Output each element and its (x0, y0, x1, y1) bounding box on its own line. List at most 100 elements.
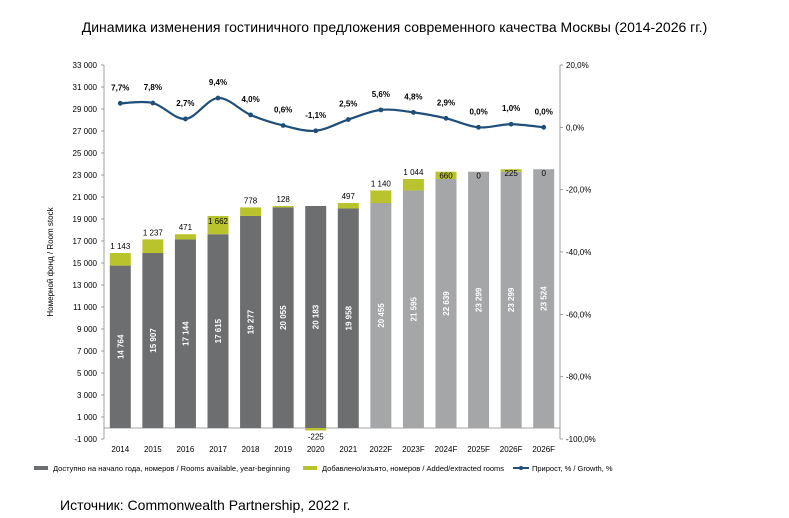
growth-value-label: 0,0% (535, 107, 553, 116)
legend-growth-marker (519, 466, 523, 470)
x-tick-label: 2025F (467, 445, 490, 454)
bar-value-label: 20 055 (279, 305, 288, 330)
added-value-label: 128 (276, 195, 290, 204)
growth-value-label: 0,0% (469, 107, 487, 116)
bar-rooms-available (370, 202, 392, 428)
y2-tick-label: -40,0% (566, 248, 591, 257)
legend-rooms-available-label: Доступно на начало года, номеров / Rooms… (53, 464, 290, 473)
bar-value-label: 15 907 (149, 328, 158, 353)
bar-rooms-available (402, 190, 424, 428)
growth-line-group: 7,7% 7,8% 2,7% 9,4% 4,0% 0,6% -1,1% 2,5% 5,6% 4,8… (111, 78, 553, 134)
x-tick-label: 2024F (435, 445, 458, 454)
growth-point (476, 124, 481, 130)
growth-value-label: 9,4% (209, 78, 227, 87)
y-tick-label: 23 000 (73, 171, 98, 180)
y2-tick-label: -60,0% (566, 310, 591, 319)
bar-rooms-available (305, 205, 327, 428)
y-tick-label: 31 000 (73, 83, 98, 92)
bar-rooms-available (500, 171, 522, 428)
growth-point (150, 100, 156, 106)
legend-group: Доступно на начало года, номеров / Rooms… (34, 464, 613, 473)
y2-tick-label: -20,0% (566, 186, 591, 195)
x-tick-label: 2021 (339, 445, 357, 454)
growth-value-label: 2,5% (339, 100, 357, 109)
y2-tick-label: 20,0% (566, 61, 589, 70)
legend-added-rooms-swatch (303, 466, 317, 470)
y-tick-label: 9 000 (77, 325, 98, 334)
x-tick-label: 2019 (274, 445, 292, 454)
bar-rooms-available (142, 253, 164, 428)
growth-point (183, 116, 188, 122)
bar-added-rooms (142, 239, 164, 254)
y-tick-label: 19 000 (73, 215, 98, 224)
x-tick-label: 2026F (532, 445, 555, 454)
bar-value-label: 17 144 (181, 321, 190, 346)
legend-rooms-available-swatch (34, 466, 48, 470)
bar-value-label: 23 299 (475, 287, 484, 312)
bar-value-label: 19 277 (247, 309, 256, 334)
bar-added-rooms (402, 178, 424, 191)
bar-value-label: 23 299 (507, 287, 516, 312)
x-tick-label: 2014 (111, 445, 129, 454)
bars-group: 14 764 1 143 15 907 1 237 17 144 471 17 615 1 6… (109, 168, 555, 441)
legend-added-rooms-label: Добавлено/изъято, номеров / Added/extrac… (322, 464, 504, 473)
y-axis-title: Номерной фонд / Room stock (46, 206, 55, 316)
growth-value-label: 0,6% (274, 105, 292, 114)
y-tick-label: 25 000 (73, 149, 98, 158)
y2-tick-label: -100,0% (566, 435, 596, 444)
added-value-label: 778 (244, 196, 258, 205)
growth-value-label: -1,1% (305, 111, 326, 120)
bar-added-rooms (435, 171, 457, 179)
growth-point (215, 95, 221, 101)
bar-value-label: 21 595 (409, 296, 418, 321)
bar-added-rooms (500, 169, 522, 172)
bar-rooms-available (207, 234, 229, 428)
y-tick-label: -1 000 (74, 435, 97, 444)
bar-rooms-available (435, 178, 457, 428)
bar-rooms-available (240, 215, 262, 428)
added-value-label: 1 237 (143, 228, 164, 237)
added-value-label: 0 (476, 172, 481, 181)
growth-point (541, 124, 547, 130)
y-tick-label: 29 000 (73, 105, 98, 114)
bar-value-label: 22 639 (442, 291, 451, 316)
bar-added-rooms (240, 207, 262, 216)
growth-point (508, 121, 514, 127)
growth-point (378, 107, 384, 113)
growth-point (248, 112, 253, 118)
added-value-label: 0 (541, 169, 546, 178)
growth-value-label: 4,8% (404, 92, 422, 101)
added-value-label: 497 (342, 192, 356, 201)
bar-extracted-rooms (305, 428, 327, 431)
growth-point (313, 128, 319, 134)
growth-value-label: 1,0% (502, 104, 520, 113)
growth-point (117, 100, 123, 106)
x-tick-label: 2026F (500, 445, 523, 454)
y-tick-label: 11 000 (73, 303, 97, 312)
added-value-label: 1 140 (371, 179, 392, 188)
growth-value-label: 4,0% (241, 95, 259, 104)
growth-value-label: 5,6% (372, 90, 390, 99)
bar-added-rooms (207, 215, 229, 235)
y-tick-label: 13 000 (73, 281, 98, 290)
added-value-label: 1 044 (403, 168, 424, 177)
bar-rooms-available (337, 208, 359, 428)
y2-tick-label: -80,0% (566, 373, 591, 382)
y-tick-label: 33 000 (73, 61, 98, 70)
legend-growth-label: Прирост, % / Growth, % (532, 464, 613, 473)
y-tick-label: 5 000 (77, 369, 98, 378)
added-value-label: 471 (179, 223, 193, 232)
x-tick-label: 2022F (370, 445, 393, 454)
x-tick-label: 2018 (242, 445, 260, 454)
growth-point (280, 123, 286, 128)
bar-added-rooms (337, 202, 359, 209)
added-value-label: 225 (504, 169, 518, 178)
bar-rooms-available (174, 239, 196, 428)
x-tick-label: 2023F (402, 445, 425, 454)
growth-line (120, 96, 544, 133)
growth-value-label: 7,8% (144, 83, 162, 92)
growth-value-label: 7,7% (111, 83, 129, 92)
y-tick-label: 15 000 (73, 259, 98, 268)
bar-value-label: 23 524 (540, 286, 549, 311)
